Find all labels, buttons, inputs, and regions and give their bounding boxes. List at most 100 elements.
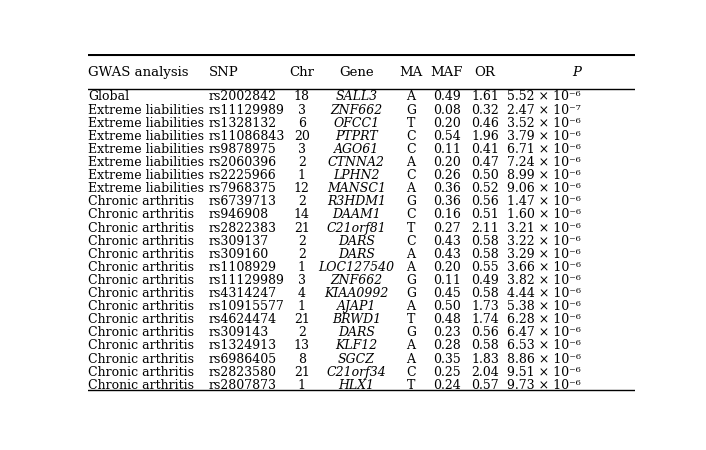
Text: 0.35: 0.35 — [433, 352, 460, 365]
Text: 0.16: 0.16 — [433, 208, 460, 221]
Text: 2: 2 — [298, 326, 306, 339]
Text: 2.11: 2.11 — [471, 221, 499, 234]
Text: 0.58: 0.58 — [471, 248, 499, 261]
Text: 0.43: 0.43 — [433, 234, 460, 248]
Text: MA: MA — [400, 66, 423, 79]
Text: 0.57: 0.57 — [471, 379, 498, 392]
Text: OR: OR — [474, 66, 496, 79]
Text: 9.73 × 10⁻⁶: 9.73 × 10⁻⁶ — [507, 379, 581, 392]
Text: 1.61: 1.61 — [471, 90, 499, 104]
Text: C: C — [406, 366, 416, 379]
Text: 18: 18 — [294, 90, 310, 104]
Text: ZNF662: ZNF662 — [330, 274, 383, 287]
Text: MANSC1: MANSC1 — [327, 182, 386, 195]
Text: rs11086843: rs11086843 — [209, 130, 285, 143]
Text: 3.82 × 10⁻⁶: 3.82 × 10⁻⁶ — [507, 274, 581, 287]
Text: rs11129989: rs11129989 — [209, 274, 285, 287]
Text: rs2823580: rs2823580 — [209, 366, 277, 379]
Text: 2.04: 2.04 — [471, 366, 499, 379]
Text: 4: 4 — [298, 287, 306, 300]
Text: Chronic arthritis: Chronic arthritis — [88, 300, 194, 313]
Text: 6.71 × 10⁻⁶: 6.71 × 10⁻⁶ — [507, 143, 581, 156]
Text: 0.55: 0.55 — [471, 261, 498, 274]
Text: 0.46: 0.46 — [471, 117, 499, 130]
Text: 0.08: 0.08 — [433, 104, 460, 117]
Text: A: A — [407, 248, 416, 261]
Text: C: C — [406, 169, 416, 182]
Text: 3.22 × 10⁻⁶: 3.22 × 10⁻⁶ — [507, 234, 581, 248]
Text: 0.26: 0.26 — [433, 169, 460, 182]
Text: Gene: Gene — [339, 66, 373, 79]
Text: rs2807873: rs2807873 — [209, 379, 277, 392]
Text: Chronic arthritis: Chronic arthritis — [88, 234, 194, 248]
Text: 1.96: 1.96 — [471, 130, 499, 143]
Text: 14: 14 — [294, 208, 310, 221]
Text: 1: 1 — [298, 261, 306, 274]
Text: Chronic arthritis: Chronic arthritis — [88, 195, 194, 208]
Text: rs2002842: rs2002842 — [209, 90, 277, 104]
Text: DARS: DARS — [338, 326, 375, 339]
Text: T: T — [407, 221, 415, 234]
Text: 0.58: 0.58 — [471, 339, 499, 352]
Text: PTPRT: PTPRT — [335, 130, 378, 143]
Text: 8.99 × 10⁻⁶: 8.99 × 10⁻⁶ — [507, 169, 581, 182]
Text: SNP: SNP — [209, 66, 239, 79]
Text: 6.53 × 10⁻⁶: 6.53 × 10⁻⁶ — [507, 339, 581, 352]
Text: rs6986405: rs6986405 — [209, 352, 277, 365]
Text: 21: 21 — [294, 221, 309, 234]
Text: 3: 3 — [298, 104, 306, 117]
Text: 1.74: 1.74 — [471, 313, 499, 326]
Text: 3.52 × 10⁻⁶: 3.52 × 10⁻⁶ — [507, 117, 581, 130]
Text: G: G — [406, 195, 416, 208]
Text: Chronic arthritis: Chronic arthritis — [88, 221, 194, 234]
Text: C: C — [406, 130, 416, 143]
Text: Chronic arthritis: Chronic arthritis — [88, 326, 194, 339]
Text: 0.56: 0.56 — [471, 195, 499, 208]
Text: 8: 8 — [298, 352, 306, 365]
Text: 0.49: 0.49 — [471, 274, 499, 287]
Text: CTNNA2: CTNNA2 — [328, 156, 385, 169]
Text: rs1328132: rs1328132 — [209, 117, 277, 130]
Text: Extreme liabilities: Extreme liabilities — [88, 130, 204, 143]
Text: rs309137: rs309137 — [209, 234, 269, 248]
Text: rs1324913: rs1324913 — [209, 339, 277, 352]
Text: C: C — [406, 208, 416, 221]
Text: 0.45: 0.45 — [433, 287, 460, 300]
Text: Global: Global — [88, 90, 129, 104]
Text: Chronic arthritis: Chronic arthritis — [88, 248, 194, 261]
Text: 9.06 × 10⁻⁶: 9.06 × 10⁻⁶ — [507, 182, 581, 195]
Text: LOC127540: LOC127540 — [318, 261, 395, 274]
Text: 0.23: 0.23 — [433, 326, 460, 339]
Text: 0.49: 0.49 — [433, 90, 460, 104]
Text: 4.44 × 10⁻⁶: 4.44 × 10⁻⁶ — [507, 287, 581, 300]
Text: C: C — [406, 234, 416, 248]
Text: 0.32: 0.32 — [471, 104, 499, 117]
Text: 21: 21 — [294, 366, 309, 379]
Text: MAF: MAF — [431, 66, 463, 79]
Text: 0.50: 0.50 — [471, 169, 499, 182]
Text: 0.54: 0.54 — [433, 130, 460, 143]
Text: 0.24: 0.24 — [433, 379, 460, 392]
Text: 0.50: 0.50 — [433, 300, 460, 313]
Text: Chronic arthritis: Chronic arthritis — [88, 261, 194, 274]
Text: Extreme liabilities: Extreme liabilities — [88, 182, 204, 195]
Text: Chronic arthritis: Chronic arthritis — [88, 313, 194, 326]
Text: T: T — [407, 379, 415, 392]
Text: 9.51 × 10⁻⁶: 9.51 × 10⁻⁶ — [507, 366, 581, 379]
Text: 0.20: 0.20 — [433, 156, 460, 169]
Text: Chronic arthritis: Chronic arthritis — [88, 274, 194, 287]
Text: rs4624474: rs4624474 — [209, 313, 277, 326]
Text: Chronic arthritis: Chronic arthritis — [88, 379, 194, 392]
Text: AJAP1: AJAP1 — [337, 300, 376, 313]
Text: G: G — [406, 104, 416, 117]
Text: T: T — [407, 313, 415, 326]
Text: 1.73: 1.73 — [471, 300, 499, 313]
Text: A: A — [407, 90, 416, 104]
Text: rs1108929: rs1108929 — [209, 261, 277, 274]
Text: 2: 2 — [298, 234, 306, 248]
Text: 0.20: 0.20 — [433, 117, 460, 130]
Text: C: C — [406, 143, 416, 156]
Text: rs2225966: rs2225966 — [209, 169, 276, 182]
Text: G: G — [406, 326, 416, 339]
Text: ZNF662: ZNF662 — [330, 104, 383, 117]
